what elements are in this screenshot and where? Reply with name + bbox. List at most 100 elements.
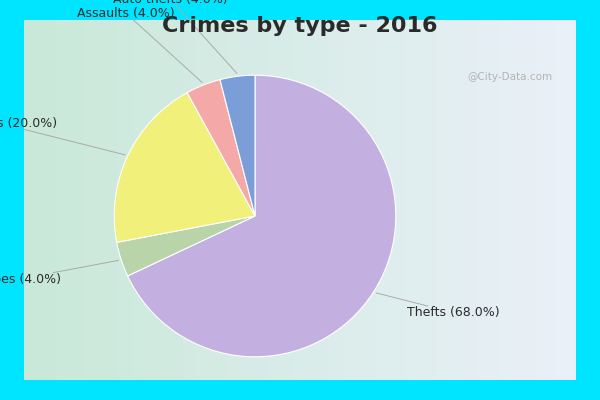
Bar [515, 20, 521, 380]
Wedge shape [220, 75, 255, 216]
Bar [471, 20, 476, 380]
Text: Crimes by type - 2016: Crimes by type - 2016 [162, 16, 438, 36]
Bar [212, 20, 217, 380]
Bar [124, 20, 129, 380]
Bar [338, 20, 344, 380]
Bar [79, 20, 85, 380]
Bar [101, 20, 107, 380]
Bar [410, 20, 416, 380]
Bar [443, 20, 449, 380]
Bar [57, 20, 62, 380]
Bar [311, 20, 317, 380]
Bar [460, 20, 466, 380]
Bar [250, 20, 256, 380]
Bar [74, 20, 79, 380]
Bar [234, 20, 239, 380]
Bar [68, 20, 74, 380]
Bar [245, 20, 250, 380]
Bar [322, 20, 328, 380]
Bar [421, 20, 427, 380]
Bar [184, 20, 190, 380]
Text: Burglaries (20.0%): Burglaries (20.0%) [0, 116, 125, 155]
Bar [317, 20, 322, 380]
Text: Assaults (4.0%): Assaults (4.0%) [77, 6, 202, 82]
Bar [96, 20, 101, 380]
Wedge shape [114, 93, 255, 242]
Bar [62, 20, 68, 380]
Bar [449, 20, 455, 380]
Bar [394, 20, 400, 380]
Bar [499, 20, 504, 380]
Bar [521, 20, 526, 380]
Bar [526, 20, 532, 380]
Text: Auto thefts (4.0%): Auto thefts (4.0%) [113, 0, 237, 74]
Bar [112, 20, 118, 380]
Bar [134, 20, 140, 380]
Bar [400, 20, 405, 380]
Bar [416, 20, 421, 380]
Bar [157, 20, 162, 380]
Bar [118, 20, 124, 380]
Text: Rapes (4.0%): Rapes (4.0%) [0, 260, 118, 286]
Bar [571, 20, 576, 380]
Bar [388, 20, 394, 380]
Bar [476, 20, 482, 380]
Bar [433, 20, 438, 380]
Bar [466, 20, 471, 380]
Bar [438, 20, 443, 380]
Wedge shape [187, 80, 255, 216]
Bar [272, 20, 278, 380]
Bar [488, 20, 493, 380]
Bar [548, 20, 554, 380]
Bar [145, 20, 151, 380]
Bar [239, 20, 245, 380]
Bar [41, 20, 46, 380]
Bar [256, 20, 262, 380]
Bar [206, 20, 212, 380]
Wedge shape [128, 75, 396, 357]
Bar [344, 20, 350, 380]
Bar [262, 20, 267, 380]
Bar [377, 20, 383, 380]
Bar [167, 20, 173, 380]
Bar [24, 20, 29, 380]
Bar [295, 20, 300, 380]
Bar [195, 20, 200, 380]
Bar [538, 20, 543, 380]
Bar [129, 20, 134, 380]
Bar [283, 20, 289, 380]
Bar [29, 20, 35, 380]
Bar [350, 20, 355, 380]
Bar [278, 20, 283, 380]
Bar [151, 20, 157, 380]
Bar [162, 20, 167, 380]
Bar [223, 20, 228, 380]
Bar [85, 20, 90, 380]
Bar [493, 20, 499, 380]
Bar [372, 20, 377, 380]
Bar [173, 20, 179, 380]
Bar [217, 20, 223, 380]
Bar [228, 20, 234, 380]
Bar [200, 20, 206, 380]
Bar [510, 20, 515, 380]
Bar [554, 20, 559, 380]
Bar [532, 20, 538, 380]
Bar [140, 20, 145, 380]
Bar [355, 20, 361, 380]
Bar [328, 20, 333, 380]
Text: Thefts (68.0%): Thefts (68.0%) [376, 293, 500, 319]
Bar [300, 20, 305, 380]
Bar [559, 20, 565, 380]
Bar [305, 20, 311, 380]
Bar [289, 20, 295, 380]
Bar [46, 20, 52, 380]
Bar [543, 20, 548, 380]
Wedge shape [116, 216, 255, 276]
Bar [482, 20, 488, 380]
Bar [179, 20, 184, 380]
Bar [405, 20, 410, 380]
Bar [504, 20, 510, 380]
Text: @City-Data.com: @City-Data.com [467, 72, 552, 82]
Bar [35, 20, 41, 380]
